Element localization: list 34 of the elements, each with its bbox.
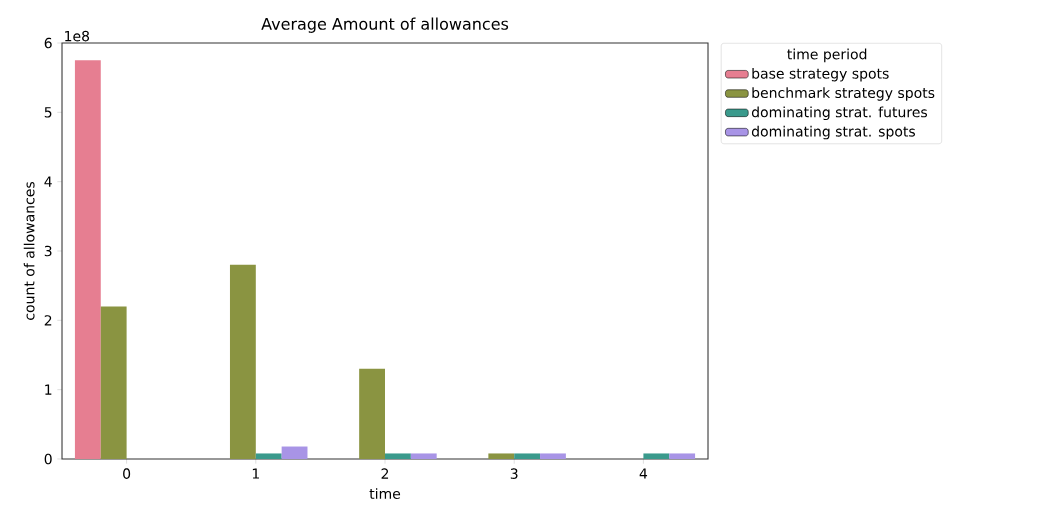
bar xyxy=(410,453,437,459)
bar xyxy=(281,446,308,459)
bar xyxy=(359,368,385,459)
bar xyxy=(385,453,411,459)
y-tick-label: 1 xyxy=(45,384,52,395)
legend-label: dominating strat. futures xyxy=(751,106,928,121)
y-tick-label: 6 xyxy=(44,37,52,49)
bar xyxy=(540,453,566,459)
x-tick-label: 0 xyxy=(123,468,131,479)
x-tick-label: 4 xyxy=(639,468,648,479)
bar xyxy=(74,60,101,459)
bar xyxy=(514,453,541,459)
text: 1e8 xyxy=(65,30,90,42)
y-tick-label: 5 xyxy=(44,107,52,118)
bar xyxy=(255,453,282,459)
y-tick-label: 0 xyxy=(44,453,52,465)
bar xyxy=(643,453,670,459)
x-tick-label: 1 xyxy=(252,468,259,479)
legend-label: dominating strat. spots xyxy=(751,125,916,140)
y-tick-label: 4 xyxy=(44,176,52,187)
x-axis-title: time xyxy=(369,488,401,499)
bar xyxy=(669,453,696,459)
x-tick-label: 3 xyxy=(510,468,518,479)
y-tick-label: 3 xyxy=(44,245,52,257)
y-tick-label: 2 xyxy=(44,315,52,326)
bar xyxy=(488,453,515,459)
y-axis-title: count of allowances xyxy=(23,182,35,320)
bar xyxy=(229,264,256,459)
legend-label: base strategy spots xyxy=(752,67,889,82)
legend-title: time period xyxy=(787,48,867,63)
x-tick-label: 2 xyxy=(381,468,389,479)
bar xyxy=(100,306,127,459)
chart-title: Average Amount of allowances xyxy=(261,17,509,33)
legend-label: benchmark strategy spots xyxy=(752,87,935,101)
